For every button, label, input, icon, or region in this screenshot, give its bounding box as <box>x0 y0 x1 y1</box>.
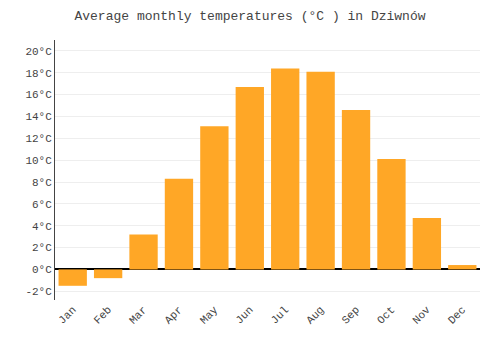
svg-text:Jul: Jul <box>269 304 291 326</box>
svg-text:18°C: 18°C <box>25 68 52 80</box>
svg-text:May: May <box>198 304 221 327</box>
svg-text:Nov: Nov <box>410 304 433 327</box>
svg-text:12°C: 12°C <box>25 133 52 145</box>
svg-text:6°C: 6°C <box>32 199 52 211</box>
svg-text:2°C: 2°C <box>32 242 52 254</box>
svg-text:Apr: Apr <box>162 304 184 326</box>
svg-text:Feb: Feb <box>92 304 114 326</box>
svg-text:8°C: 8°C <box>32 177 52 189</box>
svg-text:10°C: 10°C <box>25 155 52 167</box>
svg-text:-2°C: -2°C <box>25 286 52 298</box>
svg-text:Sep: Sep <box>340 304 362 326</box>
svg-text:0°C: 0°C <box>32 264 52 276</box>
svg-text:16°C: 16°C <box>25 89 52 101</box>
svg-text:Dec: Dec <box>446 304 468 326</box>
svg-text:Mar: Mar <box>127 304 149 326</box>
svg-text:14°C: 14°C <box>25 111 52 123</box>
svg-text:20°C: 20°C <box>25 46 52 58</box>
svg-text:Average monthly temperatures (: Average monthly temperatures (°C ) in Dz… <box>74 9 425 24</box>
svg-text:Jan: Jan <box>56 304 78 326</box>
svg-text:4°C: 4°C <box>32 221 52 233</box>
svg-text:Jun: Jun <box>233 304 255 326</box>
svg-text:Oct: Oct <box>375 304 397 326</box>
svg-text:Aug: Aug <box>304 304 326 326</box>
